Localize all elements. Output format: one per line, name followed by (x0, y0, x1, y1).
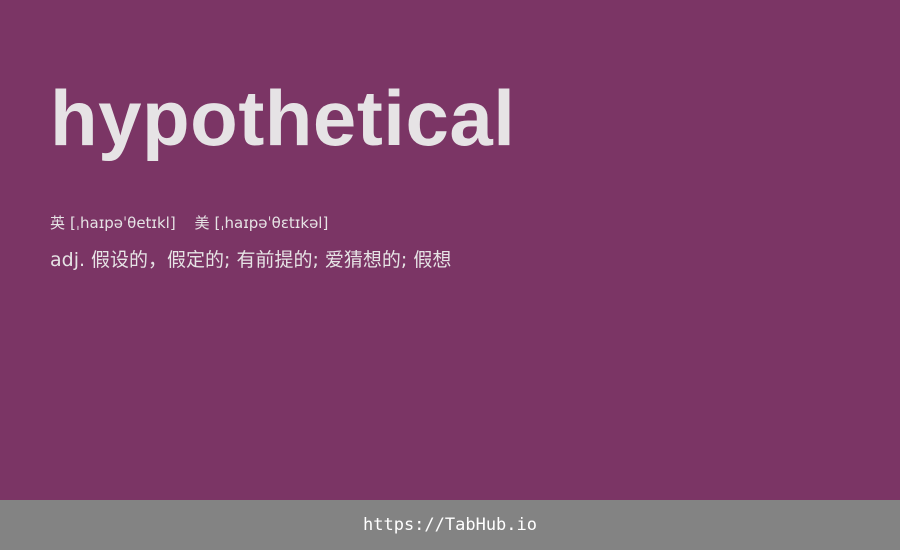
word-card: hypothetical 英 [ˌhaɪpəˈθetɪkl] 美 [ˌhaɪpəˈθ… (50, 74, 516, 274)
phonetic-uk-text: [ˌhaɪpəˈθetɪkl] (70, 214, 176, 232)
headword: hypothetical (50, 74, 516, 162)
phonetic-us: 美 [ˌhaɪpəˈθɛtɪkəl] (195, 212, 329, 234)
phonetics-row: 英 [ˌhaɪpəˈθetɪkl] 美 [ˌhaɪpəˈθɛtɪkəl] (50, 212, 342, 234)
phonetic-us-label: 美 (194, 214, 210, 232)
footer-bar: https://TabHub.io (0, 500, 900, 550)
phonetic-uk-label: 英 (50, 214, 66, 232)
phonetic-us-text: [ˌhaɪpəˈθɛtɪkəl] (214, 214, 329, 232)
phonetic-uk: 英 [ˌhaɪpəˈθetɪkl] (50, 212, 176, 234)
part-of-speech: adj. (50, 249, 86, 271)
tabhub-link[interactable]: https://TabHub.io (363, 515, 537, 535)
definition-text: 假设的，假定的; 有前提的; 爱猜想的; 假想 (91, 249, 452, 271)
definition-row: adj. 假设的，假定的; 有前提的; 爱猜想的; 假想 (50, 246, 451, 274)
